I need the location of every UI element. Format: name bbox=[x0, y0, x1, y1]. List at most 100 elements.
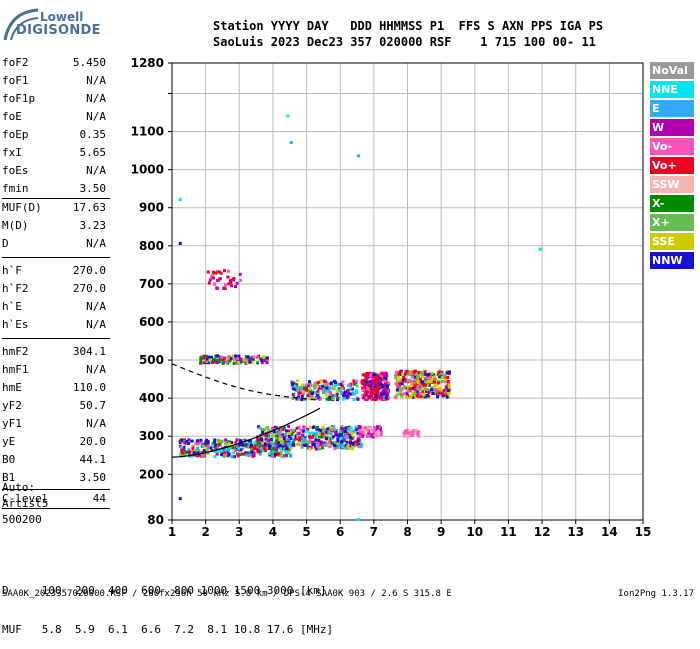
param-key: C-level bbox=[2, 492, 49, 505]
echo-dot bbox=[180, 445, 184, 449]
echo-dot bbox=[194, 442, 198, 446]
param-row: foEp 0.35 bbox=[2, 126, 110, 144]
echo-dot bbox=[300, 438, 304, 442]
echo-dot bbox=[178, 241, 182, 245]
echo-dot bbox=[248, 445, 252, 449]
legend-item: NNE bbox=[650, 81, 694, 98]
echo-dot bbox=[371, 388, 374, 392]
echo-dot bbox=[346, 444, 350, 448]
echo-dot bbox=[249, 453, 253, 457]
echo-dot bbox=[290, 443, 294, 447]
echo-dot bbox=[340, 429, 344, 432]
param-value: 44 bbox=[92, 492, 106, 505]
artist-version: Artist5 bbox=[2, 497, 49, 510]
file-info-footer: SAA0K_2023357020000.RSF / 280fx256h 50 k… bbox=[2, 589, 452, 599]
echo-dot bbox=[247, 439, 251, 443]
echo-dot bbox=[215, 286, 219, 290]
echo-dot bbox=[374, 384, 378, 388]
echo-dot bbox=[315, 447, 318, 451]
echo-dot bbox=[300, 398, 304, 402]
echo-dot bbox=[281, 444, 285, 448]
echo-dot bbox=[226, 448, 230, 452]
echo-dot bbox=[261, 434, 265, 438]
echo-dot bbox=[334, 430, 338, 434]
echo-dot bbox=[394, 371, 398, 375]
echo-dot bbox=[310, 394, 314, 398]
echo-dot bbox=[396, 375, 400, 379]
polarization-legend: NoVal NNE E W Vo- Vo+ SSW X- X+ SSE NNW bbox=[650, 62, 694, 271]
echo-dot bbox=[308, 447, 312, 451]
echo-dot bbox=[372, 374, 376, 378]
echo-dot bbox=[301, 390, 305, 393]
echo-dot bbox=[231, 354, 235, 358]
param-row: yE 20.0 bbox=[2, 433, 110, 451]
echo-dot bbox=[275, 434, 279, 438]
echo-dot bbox=[350, 430, 354, 434]
y-tick-label: 800 bbox=[139, 239, 164, 253]
echo-dot bbox=[187, 442, 191, 445]
echo-dot bbox=[213, 455, 217, 459]
echo-dot bbox=[250, 448, 254, 452]
echo-dot bbox=[338, 434, 342, 438]
echo-dot bbox=[371, 382, 375, 386]
echo-dot bbox=[196, 442, 200, 446]
echo-dot bbox=[341, 387, 345, 391]
echo-dot bbox=[354, 440, 357, 444]
echo-dot bbox=[336, 445, 340, 449]
echo-dot bbox=[317, 428, 321, 432]
echo-dot bbox=[396, 379, 400, 383]
echo-dot bbox=[234, 441, 238, 445]
echo-dot bbox=[417, 370, 421, 374]
echo-dot bbox=[210, 449, 214, 452]
echo-dot bbox=[230, 441, 234, 444]
echo-dot bbox=[199, 361, 203, 364]
echo-dot bbox=[331, 441, 334, 445]
echo-dot bbox=[348, 447, 352, 450]
echo-dot bbox=[411, 386, 415, 390]
echo-dot bbox=[191, 449, 195, 453]
echo-dot bbox=[362, 388, 365, 392]
echo-dot bbox=[264, 437, 268, 441]
echo-dot bbox=[277, 445, 281, 448]
echo-dot bbox=[367, 395, 371, 399]
x-tick-label: 4 bbox=[269, 525, 277, 539]
echo-dot bbox=[279, 429, 282, 433]
echo-dot bbox=[361, 434, 365, 438]
echo-dot bbox=[365, 390, 369, 394]
x-tick-label: 7 bbox=[370, 525, 378, 539]
echo-dot bbox=[204, 441, 208, 445]
echo-dot bbox=[191, 446, 195, 450]
param-key: MUF(D) bbox=[2, 201, 42, 214]
divider bbox=[2, 508, 110, 509]
echo-dot bbox=[340, 384, 344, 388]
param-key: hmF1 bbox=[2, 363, 29, 376]
muf-frequency-row: MUF 5.8 5.9 6.1 6.6 7.2 8.1 10.8 17.6 [M… bbox=[2, 623, 334, 636]
echo-dot bbox=[299, 428, 303, 432]
echo-dot bbox=[296, 443, 299, 447]
echo-dot bbox=[209, 276, 213, 280]
echo-dot bbox=[308, 434, 312, 438]
echo-dot bbox=[400, 382, 404, 386]
echo-dot bbox=[229, 356, 233, 360]
echo-dot bbox=[191, 444, 195, 448]
echo-dot bbox=[301, 383, 305, 387]
echo-dot bbox=[446, 380, 450, 383]
echo-dot bbox=[365, 428, 369, 432]
echo-dot bbox=[264, 426, 268, 430]
echo-dot bbox=[231, 446, 235, 450]
echo-dot bbox=[375, 427, 379, 431]
divider bbox=[2, 338, 110, 339]
echo-dot bbox=[331, 428, 334, 432]
echo-dot bbox=[308, 394, 312, 398]
echo-dot bbox=[300, 440, 304, 444]
echo-dot bbox=[318, 443, 322, 447]
echo-dot bbox=[267, 446, 271, 450]
echo-dot bbox=[271, 454, 275, 458]
profile-line bbox=[171, 363, 321, 401]
echo-dot bbox=[336, 437, 340, 441]
echo-dot bbox=[272, 444, 276, 448]
param-value: 270.0 bbox=[72, 264, 106, 277]
echo-dot bbox=[240, 452, 244, 456]
echo-dot bbox=[333, 428, 337, 432]
echo-dot bbox=[234, 285, 237, 289]
